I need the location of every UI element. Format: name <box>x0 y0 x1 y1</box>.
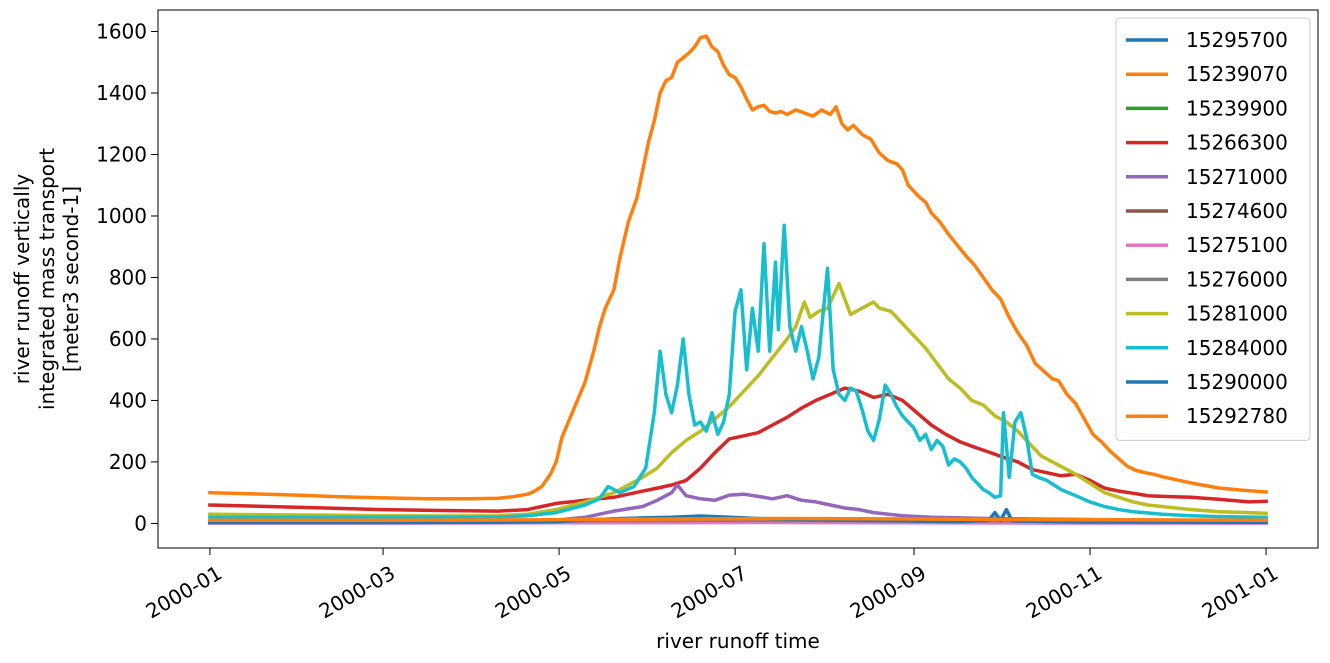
y-axis-label: river runoff vertically integrated mass t… <box>10 148 83 410</box>
x-tick-label: 2000-11 <box>1022 561 1106 624</box>
legend-label: 15271000 <box>1186 165 1288 189</box>
legend-label: 15290000 <box>1186 370 1288 394</box>
legend-label: 15266300 <box>1186 131 1288 155</box>
x-tick-label: 2000-07 <box>667 561 751 624</box>
series-line-15284000 <box>208 223 1268 520</box>
y-tick-label: 1400 <box>96 81 147 105</box>
legend-label: 15239900 <box>1186 96 1288 120</box>
y-tick-label: 400 <box>109 388 147 412</box>
series-line-15239070 <box>208 34 1268 501</box>
legend-label: 15284000 <box>1186 336 1288 360</box>
legend-label: 15295700 <box>1186 28 1288 52</box>
x-tick-label: 2000-09 <box>846 561 930 624</box>
x-tick-label: 2000-01 <box>142 561 226 624</box>
y-tick-label: 1200 <box>96 142 147 166</box>
y-tick-label: 1000 <box>96 204 147 228</box>
legend-label: 15292780 <box>1186 404 1288 428</box>
series-line-15292780 <box>208 516 1268 523</box>
x-tick-label: 2001-01 <box>1198 561 1282 624</box>
x-tick-label: 2000-03 <box>315 561 399 624</box>
y-axis-label-line: river runoff vertically <box>10 174 34 385</box>
y-tick-label: 600 <box>109 327 147 351</box>
legend-label: 15239070 <box>1186 62 1288 86</box>
legend-label: 15276000 <box>1186 267 1288 291</box>
y-tick-label: 800 <box>109 265 147 289</box>
plot-frame <box>157 9 1319 549</box>
series-line-15281000 <box>208 281 1268 518</box>
series-layer <box>208 34 1268 525</box>
x-axis-label: river runoff time <box>656 629 820 653</box>
legend-label: 15275100 <box>1186 233 1288 257</box>
legend: 15295700 15239070 15239900 15266300 15271000… <box>1115 17 1311 441</box>
y-tick-label: 0 <box>134 511 147 535</box>
legend-label: 15281000 <box>1186 302 1288 326</box>
y-axis-label-line: [meter3 second-1] <box>59 186 83 372</box>
y-tick-label: 1600 <box>96 20 147 44</box>
legend-box <box>1115 17 1311 441</box>
y-tick-label: 200 <box>109 450 147 474</box>
x-axis: 2000-01 2000-03 2000-05 2000-07 2000-09 2000-… <box>142 548 1282 624</box>
y-axis-label-line: integrated mass transport <box>35 148 59 410</box>
legend-label: 15274600 <box>1186 199 1288 223</box>
x-tick-label: 2000-05 <box>491 561 575 624</box>
y-axis: 0 200 400 600 800 1000 1200 1400 1600 <box>96 20 158 535</box>
